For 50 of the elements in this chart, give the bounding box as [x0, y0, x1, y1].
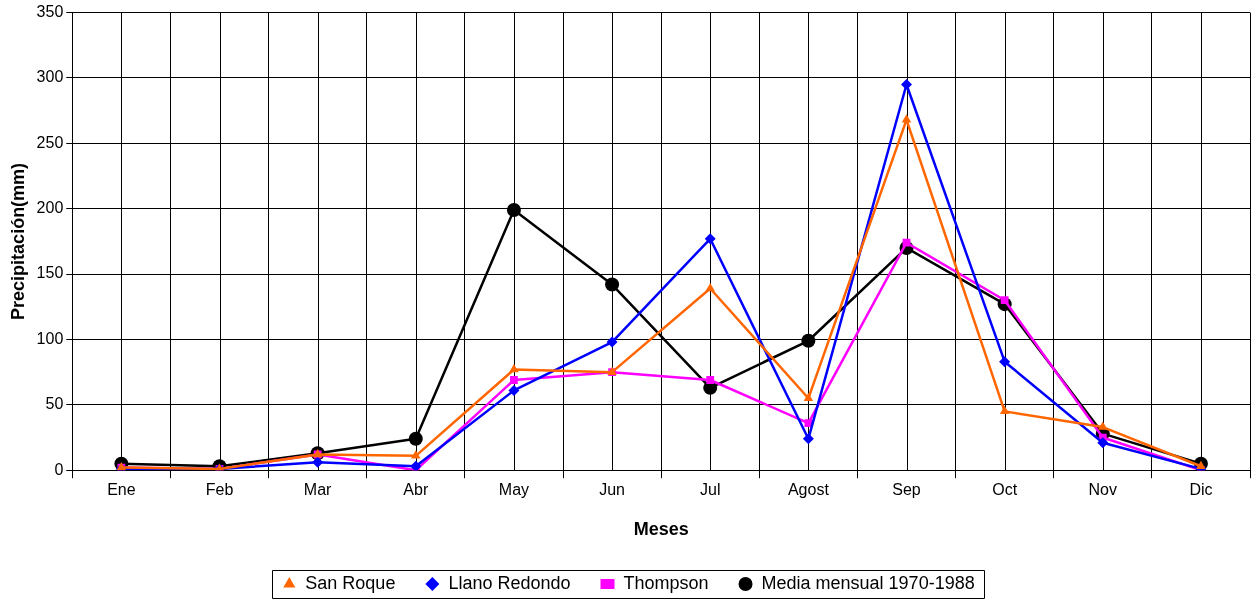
x-tick-label: Ene	[107, 481, 136, 499]
y-tick-label: 350	[36, 3, 64, 21]
x-tick-label: Oct	[992, 481, 1018, 499]
y-tick-label: 100	[36, 329, 64, 347]
point	[901, 79, 912, 91]
point	[999, 356, 1011, 368]
point	[802, 433, 814, 445]
point	[902, 238, 911, 247]
point	[1098, 421, 1108, 430]
legend-label: Thompson	[623, 572, 709, 593]
point	[506, 203, 521, 218]
point	[408, 431, 423, 446]
point	[411, 450, 421, 459]
point	[706, 376, 715, 384]
y-tick-label: 50	[45, 395, 64, 413]
y-tick-label: 0	[54, 460, 64, 478]
point	[605, 277, 620, 292]
point	[705, 282, 715, 292]
x-tick-label: Abr	[403, 481, 429, 499]
y-tick-label: 250	[36, 133, 64, 151]
x-tick-label: Agost	[787, 481, 830, 499]
legend-label: Media mensual 1970-1988	[761, 572, 975, 593]
x-axis-title: Meses	[633, 519, 689, 540]
y-tick-label: 200	[36, 199, 64, 217]
x-tick-label: Dic	[1189, 481, 1213, 499]
legend-label: Llano Redondo	[448, 572, 571, 593]
x-tick-label: May	[498, 481, 530, 499]
point	[704, 233, 716, 245]
point	[901, 114, 912, 123]
x-tick-label: Mar	[303, 481, 333, 499]
x-tick-label: Jul	[699, 481, 721, 499]
point	[803, 392, 814, 402]
point	[999, 405, 1010, 415]
y-tick-label: 300	[36, 68, 64, 86]
point	[510, 376, 518, 384]
y-axis-title: Precipitación(mm)	[7, 162, 28, 320]
x-tick-label: Jun	[599, 481, 625, 499]
point	[801, 333, 816, 348]
point	[508, 384, 520, 396]
x-tick-label: Sep	[892, 481, 921, 499]
x-tick-label: Feb	[205, 481, 234, 499]
point	[509, 364, 519, 373]
point	[1097, 437, 1109, 449]
legend-label: San Roque	[305, 572, 396, 593]
point	[410, 460, 422, 471]
y-tick-label: 150	[36, 264, 64, 282]
point	[606, 336, 618, 348]
point	[804, 419, 813, 428]
x-tick-label: Nov	[1088, 481, 1118, 499]
point	[312, 456, 324, 468]
